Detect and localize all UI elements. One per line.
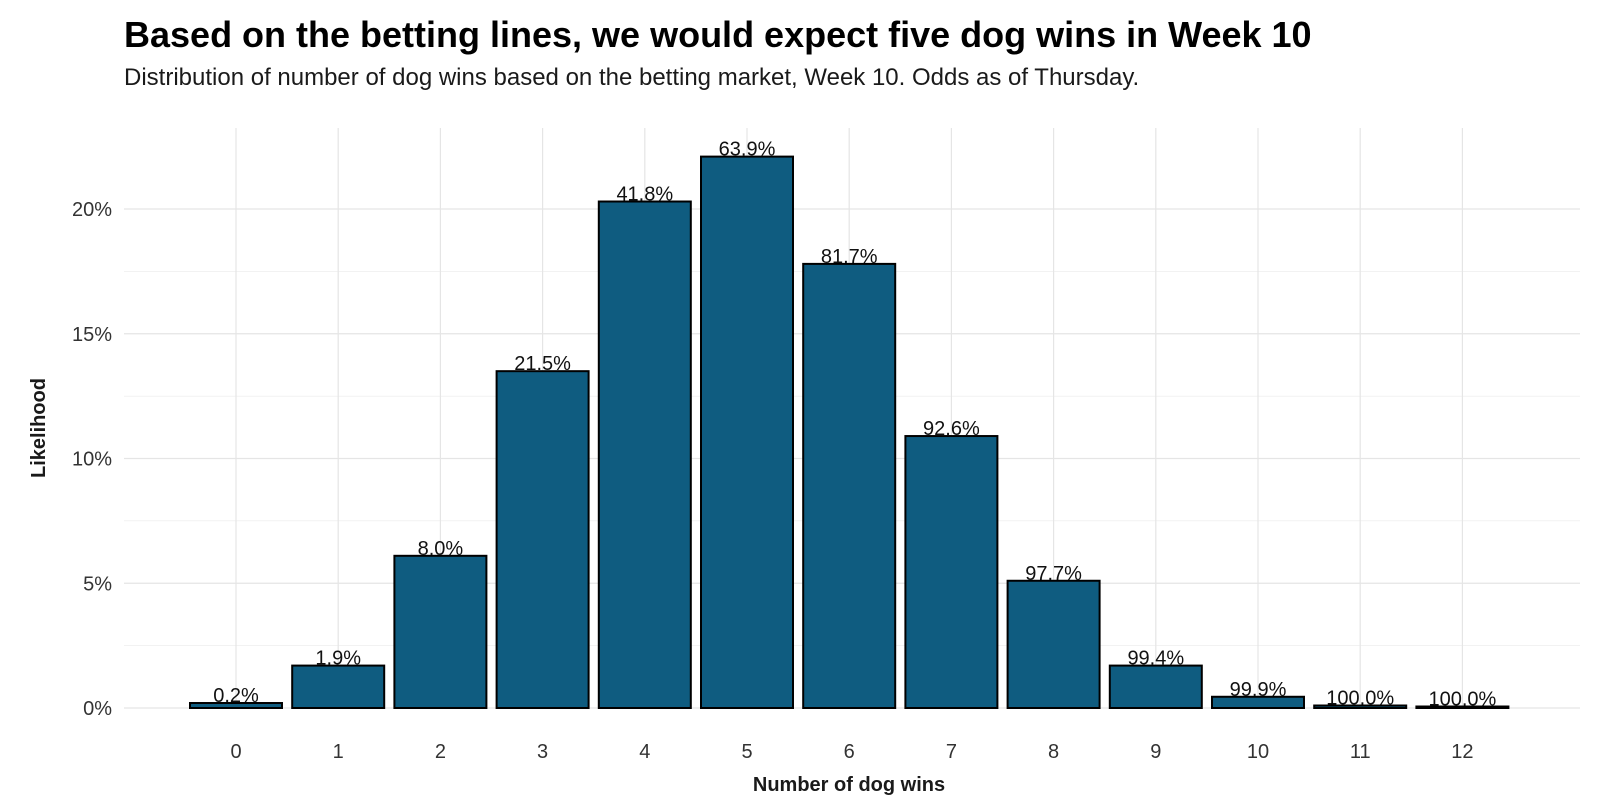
bar [1415, 705, 1510, 709]
bar [700, 155, 794, 710]
bar [495, 370, 590, 709]
bar-label: 100.0% [1428, 689, 1496, 711]
x-tick-label: 5 [741, 741, 752, 763]
x-tick-label: 6 [844, 741, 855, 763]
x-tick-label: 0 [230, 741, 241, 763]
bar-label: 21.5% [514, 353, 571, 375]
y-axis-title: Likelihood [28, 378, 50, 478]
bars [189, 155, 1510, 710]
x-tick-label: 8 [1048, 741, 1059, 763]
chart-title: Based on the betting lines, we would exp… [124, 14, 1312, 55]
bar-label: 63.9% [719, 139, 776, 161]
bar [597, 200, 692, 709]
bar [189, 702, 283, 710]
x-tick-label: 11 [1350, 741, 1371, 763]
bar-label: 0.2% [213, 685, 259, 707]
bar [393, 554, 488, 709]
y-tick-label: 0% [83, 698, 112, 720]
bar-label: 8.0% [418, 538, 464, 560]
bar [802, 262, 897, 709]
bar-label: 41.8% [616, 184, 673, 206]
bar-label: 81.7% [821, 246, 878, 268]
x-axis-title: Number of dog wins [753, 774, 945, 796]
x-tick-label: 7 [946, 741, 957, 763]
x-tick-label: 10 [1247, 741, 1269, 763]
bar-label: 97.7% [1025, 563, 1082, 585]
x-tick-label: 2 [435, 741, 446, 763]
bar [904, 435, 999, 709]
bar [1108, 664, 1203, 710]
x-axis-ticks: 0 1 2 3 4 5 6 7 8 9 10 11 12 [230, 741, 1473, 763]
bar-label: 1.9% [315, 648, 361, 670]
bar [1211, 695, 1305, 710]
y-tick-label: 10% [72, 449, 112, 471]
x-tick-label: 3 [537, 741, 548, 763]
x-tick-label: 9 [1150, 741, 1161, 763]
bar [1006, 579, 1101, 710]
y-axis-ticks: 0% 5% 10% 15% 20% [72, 199, 112, 720]
bar-label: 99.4% [1127, 648, 1184, 670]
y-tick-label: 5% [83, 573, 112, 595]
bar [291, 664, 386, 710]
x-tick-label: 4 [639, 741, 650, 763]
bar-label: 99.9% [1230, 679, 1287, 701]
y-tick-label: 15% [72, 324, 112, 346]
chart-subtitle: Distribution of number of dog wins based… [124, 64, 1140, 91]
bar-labels: 0.2% 1.9% 8.0% 21.5% 41.8% 63.9% 81.7% 92.6% 97.… [213, 139, 1496, 711]
bar [1313, 704, 1408, 710]
x-tick-label: 12 [1451, 741, 1473, 763]
bar-label: 92.6% [923, 418, 980, 440]
bar-label: 100.0% [1326, 688, 1394, 710]
x-tick-label: 1 [333, 741, 344, 763]
y-tick-label: 20% [72, 199, 112, 221]
